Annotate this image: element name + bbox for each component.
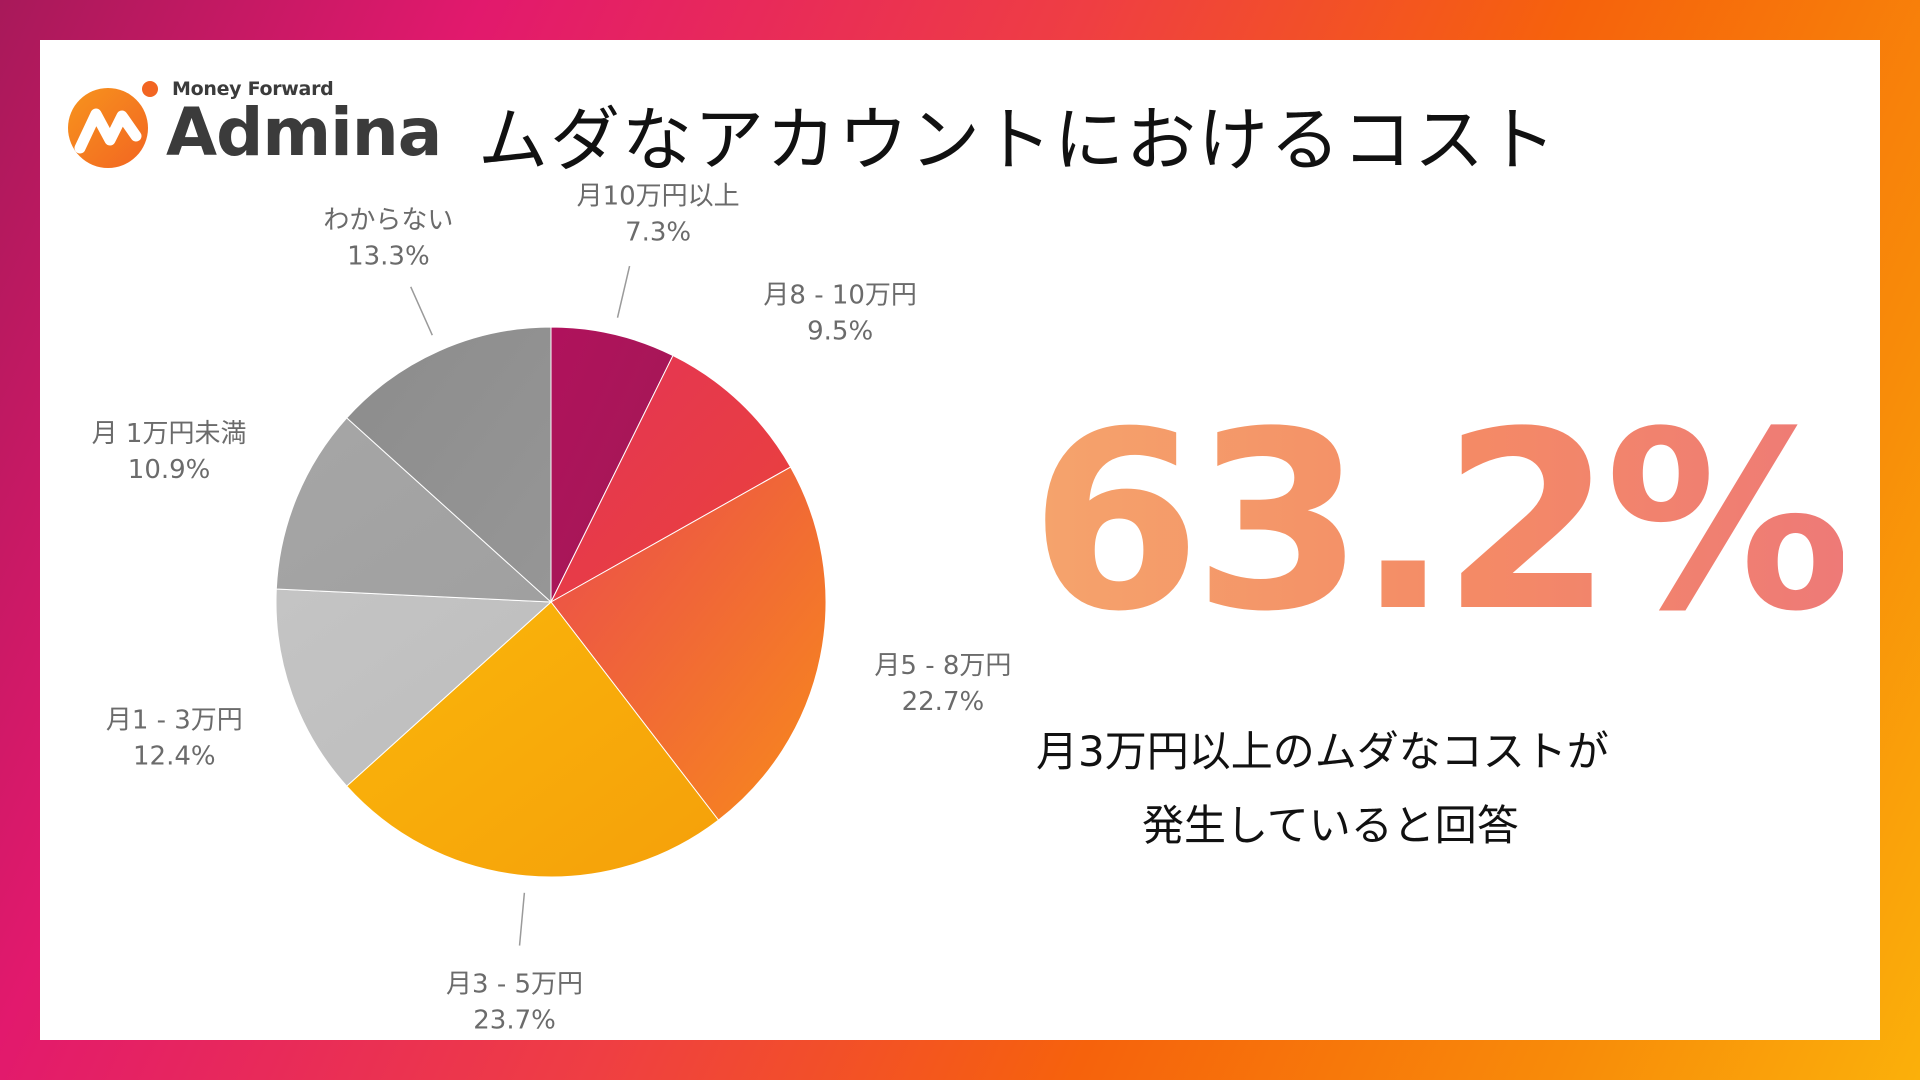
pie-slice <box>549 354 792 604</box>
pie-slice-value-label: 13.3% <box>347 242 430 272</box>
pie-slice-name-label: 月10万円以上 <box>577 182 740 212</box>
brand-company-name: Money Forward <box>172 78 334 100</box>
pie-leader-lines <box>410 265 631 946</box>
pie-slice-value-label: 10.9% <box>128 455 211 485</box>
brand-logo: Money Forward Admina <box>66 78 442 171</box>
pie-labels: 月10万円以上 7.3% 月8 - 10万円 9.5% 月5 - 8万円 22.7% 月3 … <box>92 182 1012 1036</box>
pie-slice-value-label: 23.7% <box>473 1005 556 1035</box>
pie-slice-name-label: 月8 - 10万円 <box>763 281 917 311</box>
pie-slice-value-label: 9.5% <box>807 317 873 347</box>
pie-slice <box>275 588 553 787</box>
page-title: ムダなアカウントにおけるコスト <box>478 99 1558 181</box>
highlight-caption-line-1: 月3万円以上のムダなコストが <box>1036 727 1609 776</box>
pie-slice-value-label: 22.7% <box>902 687 985 717</box>
highlight-percentage: 63.2% <box>1030 380 1851 666</box>
pie-leader-line <box>616 265 631 318</box>
pie-slice-value-label: 12.4% <box>133 742 216 772</box>
pie-leader-line <box>518 892 526 946</box>
pie-slice-name-label: 月5 - 8万円 <box>874 651 1011 681</box>
pie-leader-line <box>410 286 433 336</box>
pie-slice <box>346 601 720 878</box>
pie-slice-value-label: 7.3% <box>625 218 691 248</box>
pie-slice-name-label: 月1 - 3万円 <box>106 706 243 736</box>
pie-slice <box>346 326 552 604</box>
money-forward-logo-icon <box>68 81 158 168</box>
highlight-caption-line-2: 発生していると回答 <box>1142 801 1519 850</box>
brand-product-name: Admina <box>166 94 442 171</box>
pie-slices <box>275 326 827 878</box>
pie-slice-name-label: 月 1万円未満 <box>92 419 247 449</box>
pie-slice <box>275 417 553 603</box>
pie-slice <box>550 326 674 603</box>
pie-slice-name-label: 月3 - 5万円 <box>446 969 583 999</box>
pie-slice-name-label: わからない <box>323 206 453 236</box>
pie-slice <box>550 466 827 821</box>
